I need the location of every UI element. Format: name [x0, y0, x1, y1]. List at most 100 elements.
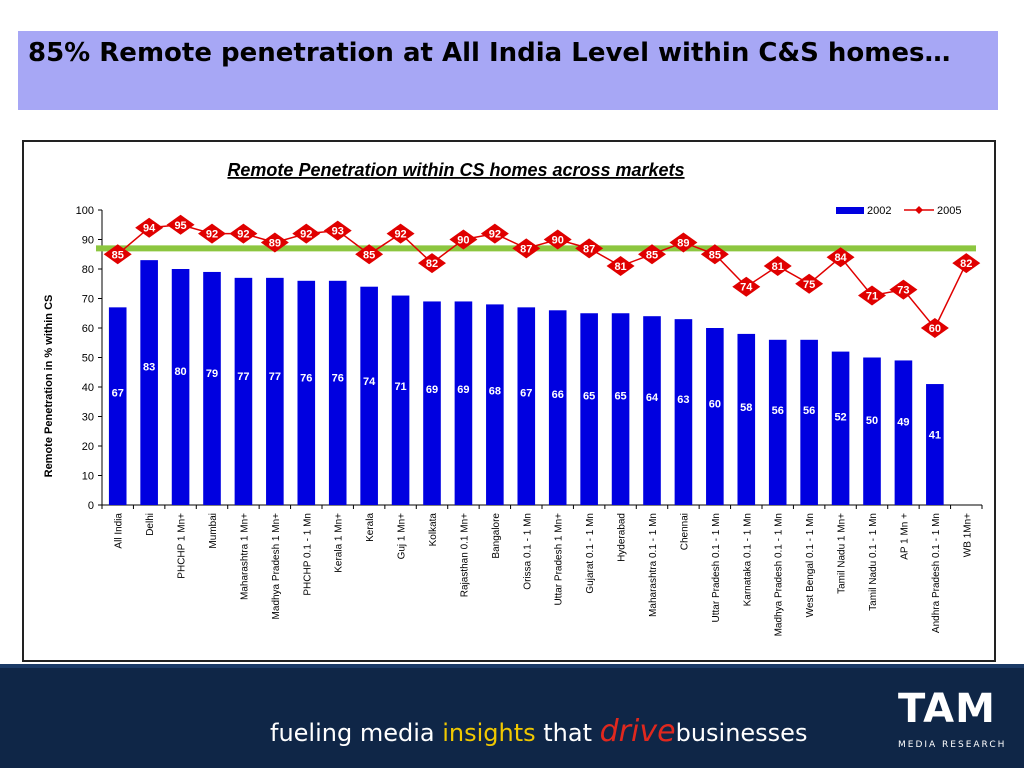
x-tick-label: AP 1 Mn +	[899, 513, 910, 560]
footer-banner: fueling media insights that drivebusines…	[0, 664, 1024, 768]
x-tick-label: Tamil Nadu 1 Mn+	[837, 513, 848, 594]
point-value-label: 89	[269, 237, 281, 249]
bars-2002: 67 83 80 79 77 77 76 76 74 71 69 69 68 67 66 65 65 64 63 60…	[108, 260, 944, 505]
point-2005	[920, 318, 949, 338]
bar-value-label: 67	[520, 387, 532, 399]
point-2005	[700, 244, 729, 265]
point-2005	[198, 223, 226, 244]
bar-2002	[643, 316, 661, 505]
point-value-label: 90	[457, 235, 469, 247]
bar-value-label: 83	[143, 361, 155, 373]
bar-2002	[863, 357, 881, 505]
y-tick-label: 100	[76, 205, 94, 217]
bar-2002	[580, 313, 598, 505]
bar-2002	[768, 339, 787, 505]
x-tick-label: Andhra Pradesh 0.1 - 1 Mn	[931, 513, 942, 633]
x-tick-label: Kerala 1 Mn+	[334, 513, 345, 573]
point-value-label: 84	[834, 252, 847, 264]
x-tick-label: Delhi	[145, 513, 156, 536]
bar-2002	[108, 307, 127, 505]
point-2005	[135, 217, 164, 238]
point-value-label: 81	[614, 261, 626, 273]
tagline-part-4: drive	[599, 714, 676, 749]
y-tick-label: 70	[82, 294, 94, 306]
bar-value-label: 56	[803, 405, 815, 417]
x-tick-label: Madhya Pradesh 1 Mn+	[271, 513, 282, 620]
x-tick-label: Mumbai	[208, 513, 219, 549]
legend-label-2002: 2002	[867, 205, 891, 217]
bar-2002	[894, 360, 913, 505]
x-tick-label: WB 1Mn+	[962, 513, 973, 557]
point-2005	[889, 279, 918, 300]
x-tick-label: Maharashtra 0.1 - 1 Mn	[648, 513, 659, 617]
bar-value-label: 77	[237, 371, 249, 383]
bar-2002	[926, 384, 944, 505]
chart-frame: Remote Penetration within CS homes acros…	[22, 140, 996, 662]
bar-2002	[423, 301, 441, 505]
bar-value-label: 58	[740, 402, 752, 414]
y-tick-label: 0	[88, 500, 94, 512]
bar-value-label: 52	[834, 412, 846, 424]
bar-2002	[831, 351, 850, 505]
point-2005	[418, 253, 446, 274]
bar-value-label: 69	[426, 384, 438, 396]
chart-legend: 2002 2005	[836, 205, 961, 217]
bar-value-label: 60	[709, 399, 721, 411]
line-2005: 85 94 95 92 92 89 92 93 85 92 82 90 92 87 90 87 81 85 89 85…	[103, 214, 981, 338]
logo-text: TAM	[898, 686, 996, 732]
point-2005	[795, 273, 824, 294]
x-tick-label: PHCHP 0.1 - 1 Mn	[302, 513, 313, 596]
bar-2002	[234, 277, 253, 505]
point-2005	[103, 244, 132, 265]
point-value-label: 87	[583, 243, 595, 255]
bar-value-label: 76	[332, 373, 344, 385]
point-value-label: 92	[206, 229, 218, 241]
point-2005	[323, 220, 352, 241]
point-2005	[669, 232, 698, 253]
point-2005	[480, 223, 509, 244]
bar-value-label: 76	[300, 373, 312, 385]
tagline-part-1: fueling media	[270, 719, 443, 747]
bar-value-label: 56	[772, 405, 784, 417]
bar-2002	[706, 328, 724, 505]
x-tick-label: Kolkata	[428, 513, 439, 547]
point-2005	[449, 229, 478, 250]
point-value-label: 95	[174, 220, 186, 232]
bar-value-label: 77	[269, 371, 281, 383]
bar-value-label: 80	[174, 366, 186, 378]
x-tick-label: Bangalore	[491, 513, 502, 559]
x-tick-label: Karnataka 0.1 - 1 Mn	[742, 513, 753, 606]
bar-2002	[737, 333, 756, 505]
point-value-label: 75	[803, 279, 815, 291]
bar-2002	[360, 286, 378, 505]
point-value-label: 90	[552, 235, 564, 247]
point-2005	[763, 256, 792, 277]
x-tick-label: Gujarat 0.1 - 1 Mn	[585, 513, 596, 594]
point-value-label: 73	[897, 285, 909, 297]
point-2005	[952, 253, 981, 274]
bar-value-label: 63	[677, 394, 689, 406]
x-tick-label: Uttar Pradesh 0.1 - 1 Mn	[711, 513, 722, 623]
y-tick-label: 50	[82, 353, 94, 365]
bar-2002	[266, 277, 284, 505]
x-tick-label: Maharashtra 1 Mn+	[239, 513, 250, 600]
point-value-label: 92	[394, 229, 406, 241]
point-2005	[575, 238, 604, 259]
bar-value-label: 67	[112, 387, 124, 399]
bar-value-label: 49	[897, 416, 909, 428]
legend-label-2005: 2005	[937, 205, 961, 217]
point-value-label: 60	[929, 323, 941, 335]
point-value-label: 92	[300, 229, 312, 241]
bar-2002	[328, 280, 347, 505]
bar-2002	[203, 271, 221, 505]
point-value-label: 85	[112, 249, 124, 261]
footer-tagline: fueling media insights that drivebusines…	[270, 714, 807, 749]
x-tick-label: Guj 1 Mn+	[397, 513, 408, 560]
chart-title: Remote Penetration within CS homes acros…	[227, 160, 684, 180]
point-2005	[229, 223, 258, 244]
bar-2002	[140, 260, 158, 505]
point-value-label: 74	[740, 282, 753, 294]
point-2005	[732, 276, 761, 297]
footer-stripe	[0, 664, 1024, 668]
point-value-label: 85	[646, 249, 658, 261]
